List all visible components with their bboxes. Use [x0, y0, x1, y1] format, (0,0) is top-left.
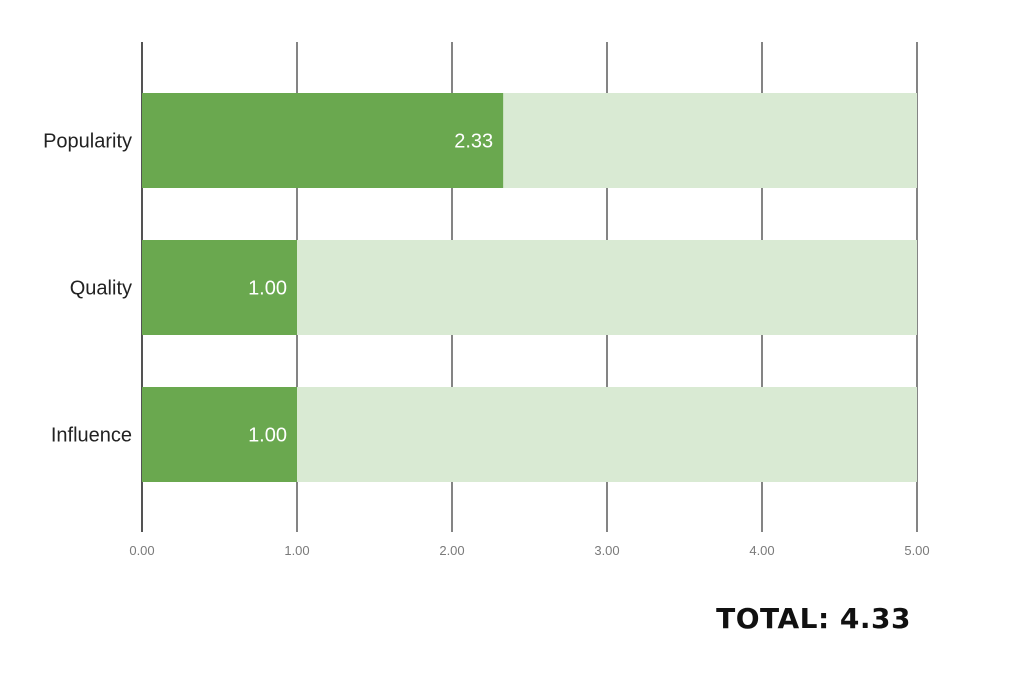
bar-value-label: 1.00 [248, 425, 287, 447]
total-value: 4.33 [839, 602, 911, 635]
x-tick-label: 4.00 [749, 543, 774, 558]
bar-value-label: 2.33 [454, 131, 493, 153]
bar-chart: 0.00 1.00 2.00 3.00 4.00 5.00 2.33 Popularity 1.… [43, 42, 930, 559]
category-label: Influence [51, 425, 132, 447]
x-tick-label: 1.00 [284, 543, 309, 558]
category-label: Quality [70, 278, 132, 300]
bar [142, 387, 297, 482]
bar [142, 93, 504, 188]
labels: 0.00 1.00 2.00 3.00 4.00 5.00 2.33 Popularity 1.… [43, 131, 930, 559]
x-tick-label: 2.00 [439, 543, 464, 558]
category-label: Popularity [43, 131, 132, 153]
x-tick-label: 0.00 [129, 543, 154, 558]
total-score: TOTAL: 4.33 [716, 602, 911, 635]
x-tick-label: 5.00 [904, 543, 929, 558]
bars [142, 93, 917, 482]
bar-value-label: 1.00 [248, 278, 287, 300]
x-tick-label: 3.00 [594, 543, 619, 558]
total-label: TOTAL: [716, 602, 830, 635]
bar [142, 240, 297, 335]
